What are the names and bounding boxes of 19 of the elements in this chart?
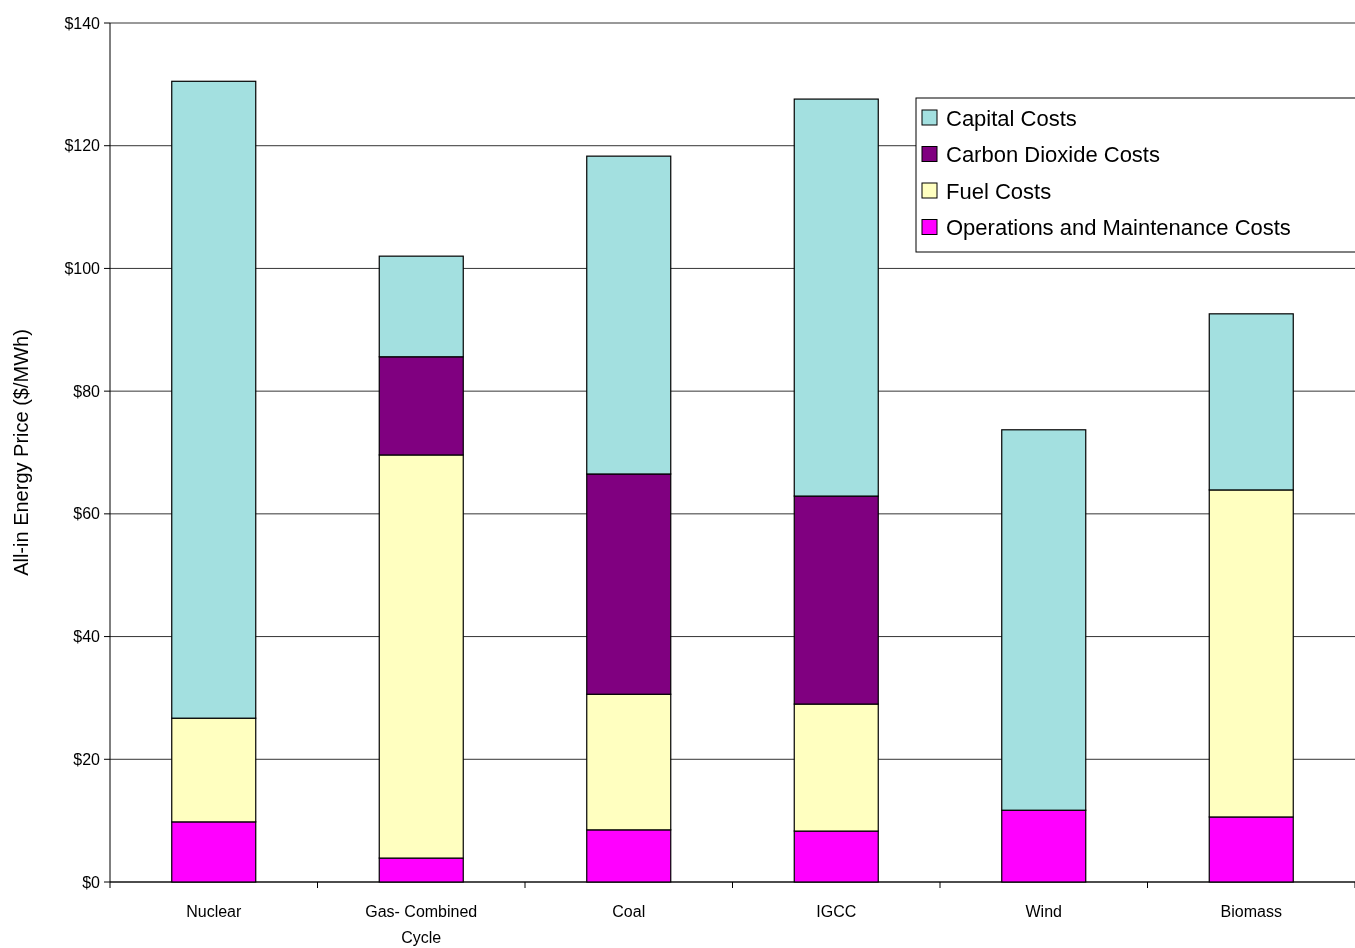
x-tick-label: Wind	[1025, 903, 1062, 920]
legend-label: Operations and Maintenance Costs	[946, 215, 1291, 241]
x-tick-label: Biomass	[1220, 903, 1282, 920]
y-tick-label: $100	[64, 260, 101, 278]
x-tick-label: IGCC	[816, 903, 857, 920]
y-tick-label: $0	[82, 873, 101, 891]
y-axis-title: All-in Energy Price ($/MWh)	[10, 329, 32, 576]
y-tick-label: $140	[64, 14, 101, 32]
y-tick-label: $120	[64, 137, 101, 155]
y-tick-label: $80	[73, 382, 101, 400]
y-tick-label: $40	[73, 628, 101, 646]
legend-label: Fuel Costs	[946, 178, 1052, 204]
x-tick-label: Gas- Combined Cycle	[365, 903, 478, 946]
x-tick-label: Nuclear	[186, 903, 242, 920]
y-tick-label: $60	[73, 505, 101, 523]
x-tick-label: Coal	[612, 903, 646, 920]
legend-label: Carbon Dioxide Costs	[946, 142, 1160, 168]
y-tick-label: $20	[73, 750, 101, 768]
legend-label: Capital Costs	[946, 105, 1077, 131]
